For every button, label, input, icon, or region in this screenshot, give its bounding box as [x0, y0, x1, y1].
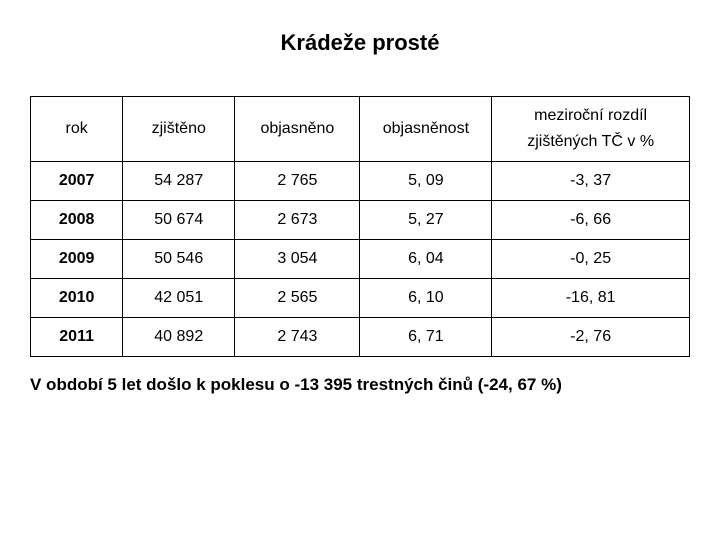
cell-rate: 6, 71 — [360, 318, 492, 357]
cell-year: 2010 — [31, 279, 123, 318]
cell-year: 2008 — [31, 201, 123, 240]
cell-solved: 2 565 — [235, 279, 360, 318]
cell-solved: 3 054 — [235, 240, 360, 279]
page-title: Krádeže prosté — [30, 30, 690, 56]
cell-year: 2011 — [31, 318, 123, 357]
cell-rate: 6, 10 — [360, 279, 492, 318]
data-table: rok zjištěno objasněno objasněnost mezir… — [30, 96, 690, 357]
table-row: 2010 42 051 2 565 6, 10 -16, 81 — [31, 279, 690, 318]
cell-solved: 2 743 — [235, 318, 360, 357]
cell-year: 2007 — [31, 162, 123, 201]
col-header-rate: objasněnost — [360, 97, 492, 162]
table-row: 2011 40 892 2 743 6, 71 -2, 76 — [31, 318, 690, 357]
cell-detected: 42 051 — [123, 279, 235, 318]
cell-delta: -6, 66 — [492, 201, 690, 240]
cell-year: 2009 — [31, 240, 123, 279]
cell-delta: -3, 37 — [492, 162, 690, 201]
cell-solved: 2 765 — [235, 162, 360, 201]
table-row: 2007 54 287 2 765 5, 09 -3, 37 — [31, 162, 690, 201]
col-header-detected: zjištěno — [123, 97, 235, 162]
table-row: 2008 50 674 2 673 5, 27 -6, 66 — [31, 201, 690, 240]
cell-rate: 6, 04 — [360, 240, 492, 279]
col-header-solved: objasněno — [235, 97, 360, 162]
header-row-1: rok zjištěno objasněno objasněnost mezir… — [31, 97, 690, 130]
cell-detected: 40 892 — [123, 318, 235, 357]
cell-delta: -16, 81 — [492, 279, 690, 318]
cell-detected: 50 546 — [123, 240, 235, 279]
cell-rate: 5, 27 — [360, 201, 492, 240]
footer-note: V období 5 let došlo k poklesu o -13 395… — [30, 375, 690, 395]
cell-detected: 54 287 — [123, 162, 235, 201]
col-header-delta-bot: zjištěných TČ v % — [492, 129, 690, 162]
cell-rate: 5, 09 — [360, 162, 492, 201]
cell-solved: 2 673 — [235, 201, 360, 240]
col-header-year: rok — [31, 97, 123, 162]
col-header-delta-top: meziroční rozdíl — [492, 97, 690, 130]
cell-detected: 50 674 — [123, 201, 235, 240]
table-row: 2009 50 546 3 054 6, 04 -0, 25 — [31, 240, 690, 279]
cell-delta: -2, 76 — [492, 318, 690, 357]
cell-delta: -0, 25 — [492, 240, 690, 279]
